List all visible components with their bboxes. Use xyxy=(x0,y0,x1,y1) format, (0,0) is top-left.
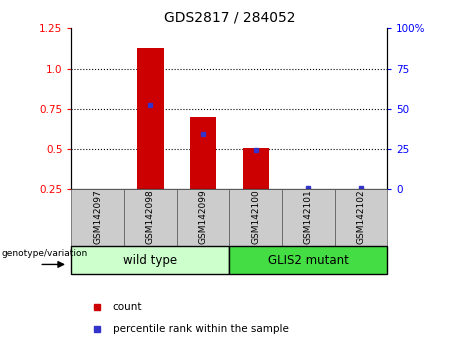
Text: percentile rank within the sample: percentile rank within the sample xyxy=(112,324,289,335)
Bar xyxy=(190,117,216,189)
Text: wild type: wild type xyxy=(124,254,177,267)
Text: GSM142100: GSM142100 xyxy=(251,189,260,244)
Title: GDS2817 / 284052: GDS2817 / 284052 xyxy=(164,10,295,24)
Text: GSM142098: GSM142098 xyxy=(146,189,155,244)
Text: GSM142099: GSM142099 xyxy=(199,189,207,244)
Text: GSM142101: GSM142101 xyxy=(304,189,313,244)
Text: genotype/variation: genotype/variation xyxy=(1,250,88,258)
FancyBboxPatch shape xyxy=(71,246,229,274)
Bar xyxy=(137,48,164,189)
Text: GSM142097: GSM142097 xyxy=(93,189,102,244)
FancyBboxPatch shape xyxy=(229,189,282,246)
FancyBboxPatch shape xyxy=(177,189,229,246)
Text: count: count xyxy=(112,302,142,313)
FancyBboxPatch shape xyxy=(71,189,124,246)
FancyBboxPatch shape xyxy=(335,189,387,246)
FancyBboxPatch shape xyxy=(124,189,177,246)
FancyBboxPatch shape xyxy=(229,246,387,274)
Text: GSM142102: GSM142102 xyxy=(356,189,366,244)
Text: GLIS2 mutant: GLIS2 mutant xyxy=(268,254,349,267)
FancyBboxPatch shape xyxy=(282,189,335,246)
Bar xyxy=(242,148,269,189)
